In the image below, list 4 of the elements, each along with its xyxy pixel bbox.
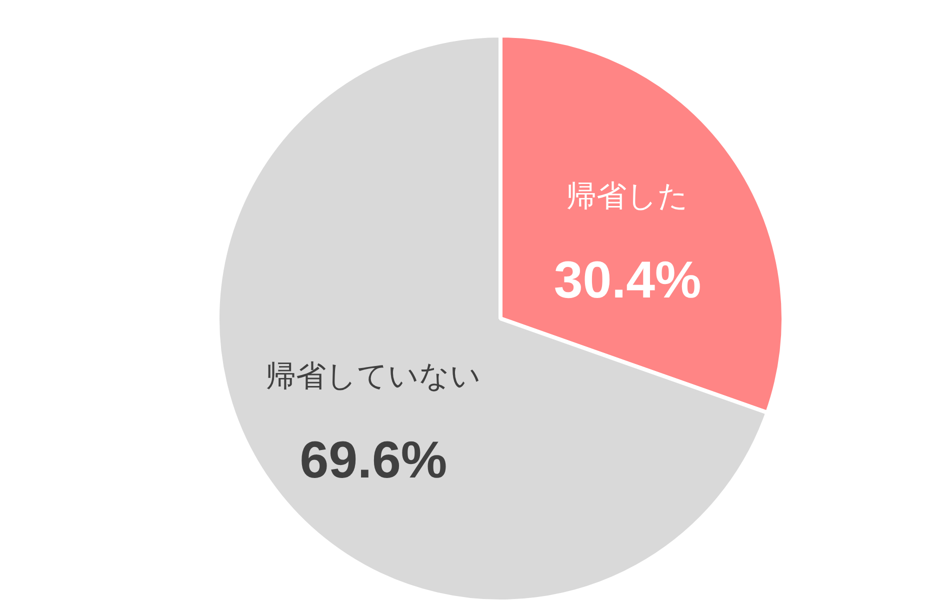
slice-label: 帰省した (566, 179, 689, 214)
data-label: 69.6% (300, 431, 448, 490)
data-label: 30.4% (554, 252, 702, 310)
slice-label: 帰省していない (266, 358, 481, 394)
